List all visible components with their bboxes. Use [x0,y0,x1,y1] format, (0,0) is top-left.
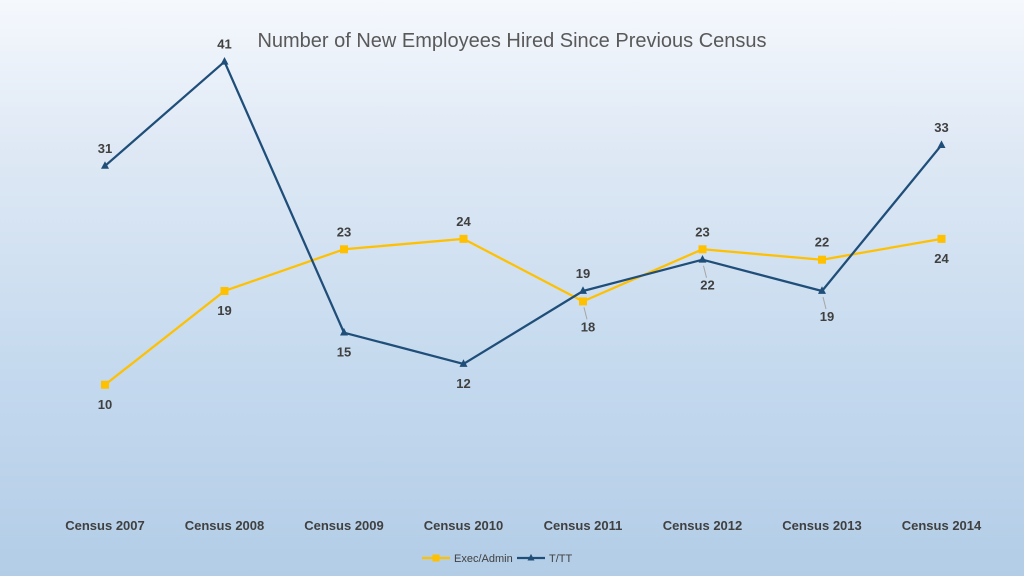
point-t-tt-census-2010 [459,359,468,367]
point-t-tt-census-2007 [101,161,109,169]
data-label-exec-admin-census-2013: 22 [815,235,829,250]
x-tick-label-census-2014: Census 2014 [902,518,982,533]
legend-label: Exec/Admin [454,553,513,565]
series-lines [104,60,943,386]
data-label-exec-admin-census-2009: 23 [337,224,351,239]
data-label-t-tt-census-2012: 22 [700,278,714,293]
leader-line-t-tt-census-2012 [703,265,707,278]
data-label-exec-admin-census-2011: 18 [581,319,595,334]
data-label-t-tt-census-2014: 33 [934,120,948,135]
point-t-tt-census-2008 [220,56,229,65]
data-labels: 10 19 23 24 18 23 22 24 31 41 15 12 19 22 19 33 [98,37,950,412]
point-t-tt-census-2014 [937,140,946,148]
x-tick-label-census-2008: Census 2008 [185,518,265,533]
legend-entry-exec-admin: Exec/Admin [422,553,513,565]
legend-swatch-marker [527,553,535,561]
data-label-exec-admin-census-2012: 23 [695,224,709,239]
point-t-tt-census-2009 [340,327,348,336]
data-label-t-tt-census-2011: 19 [576,266,590,281]
data-label-t-tt-census-2008: 41 [217,37,231,52]
data-label-t-tt-census-2007: 31 [98,141,112,156]
point-t-tt-census-2012 [698,254,707,263]
point-t-tt-census-2013 [818,286,826,294]
point-exec-admin-census-2012 [698,245,707,254]
legend-label: T/TT [549,553,572,565]
point-exec-admin-census-2014 [937,234,946,243]
point-t-tt-census-2011 [579,286,587,294]
leader-line-exec-admin-census-2011 [583,307,588,320]
point-exec-admin-census-2008 [220,286,229,295]
series-line-t-tt [104,60,943,366]
point-exec-admin-census-2011 [579,297,587,306]
legend-entry-t-tt: T/TT [517,553,572,565]
series-markers [101,56,946,389]
data-label-t-tt-census-2013: 19 [820,309,834,324]
x-axis-labels: Census 2007 Census 2008 Census 2009 Census … [65,518,982,533]
point-exec-admin-census-2007 [101,380,109,389]
data-label-exec-admin-census-2010: 24 [456,214,471,229]
data-label-exec-admin-census-2014: 24 [934,251,949,266]
point-exec-admin-census-2010 [459,234,468,243]
leader-line-t-tt-census-2013 [822,296,827,310]
point-exec-admin-census-2013 [818,255,826,264]
x-tick-label-census-2012: Census 2012 [663,518,743,533]
x-tick-label-census-2010: Census 2010 [424,518,504,533]
data-label-t-tt-census-2010: 12 [456,376,470,391]
data-label-exec-admin-census-2008: 19 [217,303,231,318]
legend: Exec/Admin T/TT [422,553,572,565]
data-label-exec-admin-census-2007: 10 [98,397,112,412]
x-tick-label-census-2009: Census 2009 [304,518,384,533]
series-line-exec-admin [104,237,942,386]
data-label-t-tt-census-2009: 15 [337,345,351,360]
x-tick-label-census-2011: Census 2011 [544,518,623,533]
point-exec-admin-census-2009 [340,245,348,254]
x-tick-label-census-2013: Census 2013 [782,518,862,533]
x-tick-label-census-2007: Census 2007 [65,518,145,533]
chart-title: Number of New Employees Hired Since Prev… [257,30,766,52]
legend-swatch-marker [432,554,440,562]
